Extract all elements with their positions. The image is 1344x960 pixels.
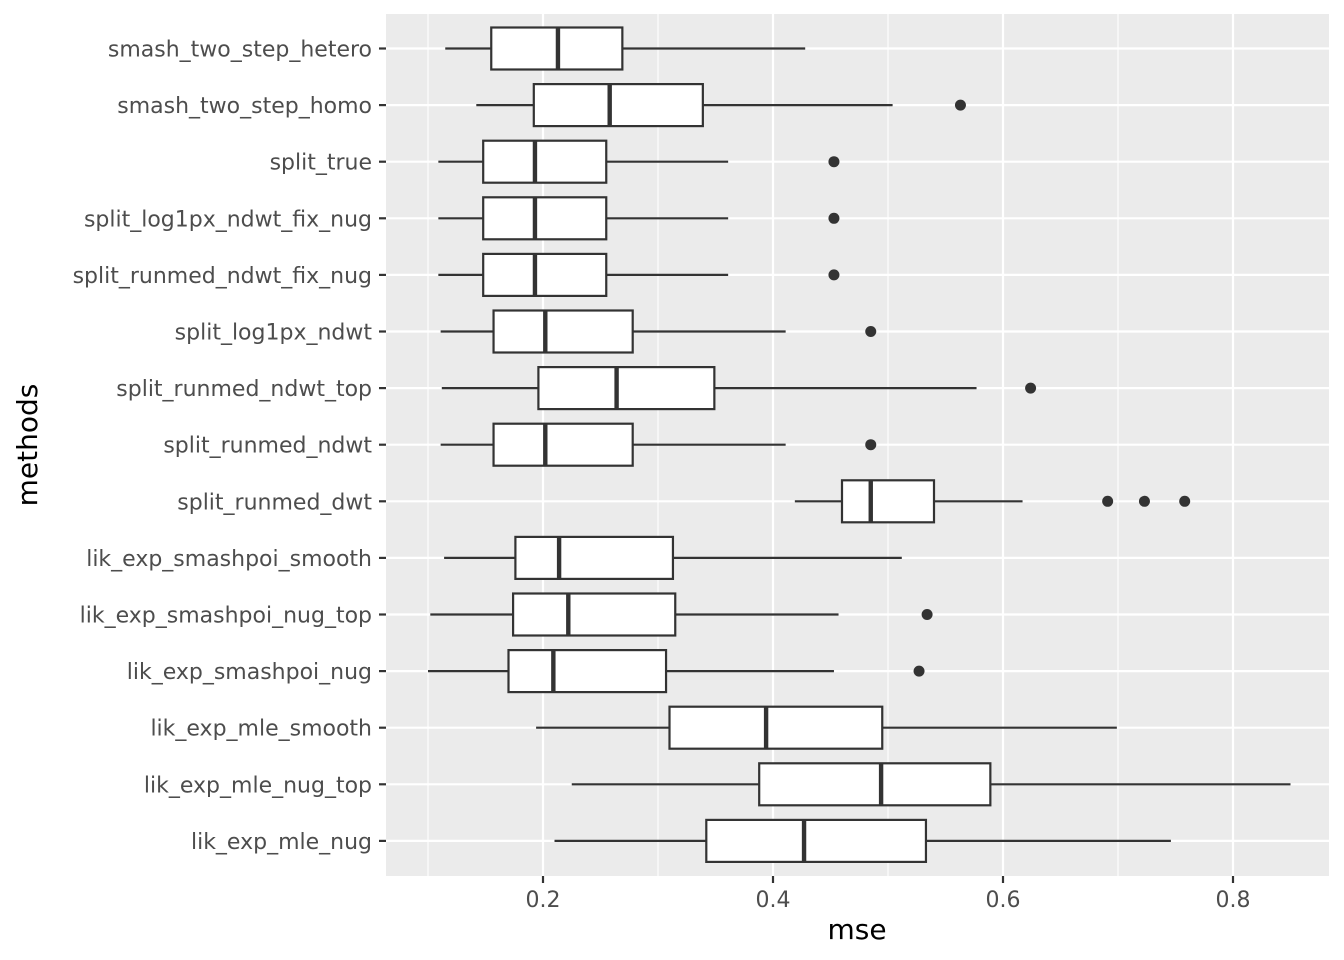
box-lik_exp_smashpoi_nug xyxy=(428,648,925,694)
box-iqr xyxy=(668,705,884,750)
y-tick-label: smash_two_step_hetero xyxy=(108,38,372,63)
outlier-point xyxy=(828,212,840,224)
box-split_log1px_ndwt_fix_nug xyxy=(438,196,840,241)
outlier-point xyxy=(1025,382,1037,394)
y-axis-title: methods xyxy=(11,384,44,507)
y-tick-label: lik_exp_smashpoi_smooth xyxy=(86,547,372,572)
box-lik_exp_mle_smooth xyxy=(536,705,1117,750)
y-tick-label: lik_exp_smashpoi_nug xyxy=(127,660,372,685)
outlier-point xyxy=(913,665,925,677)
x-axis-title: mse xyxy=(827,913,886,946)
outlier-point xyxy=(828,269,840,281)
outlier-point xyxy=(954,99,966,111)
y-tick-label: split_true xyxy=(270,151,372,176)
box-lik_exp_mle_nug xyxy=(554,818,1171,864)
box-lik_exp_mle_nug_top xyxy=(571,762,1291,807)
box-iqr xyxy=(758,762,992,807)
y-tick-label: lik_exp_smashpoi_nug_top xyxy=(80,604,372,629)
y-tick-label: split_runmed_ndwt_top xyxy=(116,377,372,402)
box-iqr xyxy=(840,479,936,524)
y-tick-label: split_runmed_ndwt xyxy=(163,434,372,459)
y-tick-label: split_log1px_ndwt_fix_nug xyxy=(84,207,372,232)
box-split_true xyxy=(438,139,840,184)
y-axis: smash_two_step_hetero smash_two_step_homo… xyxy=(73,38,386,855)
y-tick-label: split_runmed_ndwt_fix_nug xyxy=(73,264,372,289)
box-split_runmed_ndwt_fix_nug xyxy=(438,252,840,297)
outlier-point xyxy=(1179,495,1191,507)
box-iqr xyxy=(492,422,634,467)
outlier-point xyxy=(828,156,840,168)
box-split_runmed_ndwt_top xyxy=(441,366,1037,411)
box-split_runmed_ndwt xyxy=(440,422,877,467)
y-tick-label: lik_exp_mle_nug xyxy=(191,830,372,855)
box-iqr xyxy=(482,196,608,241)
box-iqr xyxy=(514,535,675,581)
x-tick-label: 0.8 xyxy=(1216,888,1251,913)
x-tick-label: 0.4 xyxy=(756,888,791,913)
box-iqr xyxy=(705,818,928,864)
box-iqr xyxy=(511,592,677,637)
box-split_log1px_ndwt xyxy=(440,309,877,354)
boxes xyxy=(428,26,1291,864)
outlier-point xyxy=(921,609,933,620)
x-tick-label: 0.2 xyxy=(526,888,561,913)
y-tick-label: lik_exp_mle_nug_top xyxy=(144,773,372,798)
y-tick-label: smash_two_step_homo xyxy=(117,94,372,119)
box-iqr xyxy=(532,82,704,128)
x-axis: 0.2 0.4 0.6 0.8 xyxy=(526,876,1251,913)
y-tick-label: split_runmed_dwt xyxy=(177,490,372,515)
box-smash_two_step_hetero xyxy=(445,26,806,71)
y-tick-label: lik_exp_mle_smooth xyxy=(150,717,372,742)
box-smash_two_step_homo xyxy=(476,82,966,128)
box-iqr xyxy=(482,139,608,184)
box-lik_exp_smashpoi_nug_top xyxy=(430,592,933,637)
y-tick-label: split_log1px_ndwt xyxy=(175,321,373,346)
box-lik_exp_smashpoi_smooth xyxy=(444,535,902,581)
box-iqr xyxy=(482,252,608,297)
x-tick-label: 0.6 xyxy=(986,888,1021,913)
outlier-point xyxy=(865,439,877,451)
box-iqr xyxy=(507,648,668,694)
outlier-point xyxy=(865,326,877,337)
outlier-point xyxy=(1102,495,1114,507)
box-iqr xyxy=(537,366,716,411)
outlier-point xyxy=(1138,495,1150,507)
box-iqr xyxy=(492,309,634,354)
box-split_runmed_dwt xyxy=(794,479,1191,524)
